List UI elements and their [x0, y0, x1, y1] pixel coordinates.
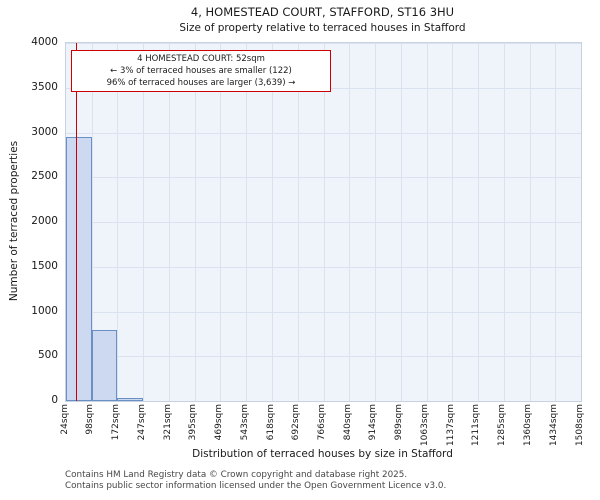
v-gridline	[452, 43, 454, 401]
y-tick-label: 1500	[31, 259, 58, 272]
y-tick-label: 3000	[31, 125, 58, 138]
v-gridline	[194, 43, 196, 401]
x-tick-label: 1508sqm	[574, 404, 585, 447]
v-gridline	[246, 43, 248, 401]
x-tick-label: 1285sqm	[497, 404, 508, 447]
y-tick-label: 4000	[31, 36, 58, 48]
y-tick-label: 0	[51, 394, 58, 406]
v-gridline	[169, 43, 171, 401]
v-gridline	[477, 43, 479, 401]
v-gridline	[117, 43, 119, 401]
x-tick-label: 1063sqm	[420, 404, 431, 447]
histogram-bar	[66, 136, 92, 401]
annotation-smaller-stat: ← 3% of terraced houses are smaller (122…	[110, 66, 292, 76]
v-gridline	[529, 43, 531, 401]
v-gridline	[220, 43, 222, 401]
v-gridline	[555, 43, 557, 401]
annotation-larger-stat: 96% of terraced houses are larger (3,639…	[106, 78, 296, 88]
v-gridline	[272, 43, 274, 401]
y-tick-label: 500	[37, 349, 58, 362]
v-gridline	[503, 43, 505, 401]
annotation-box: 4 HOMESTEAD COURT: 52sqm ← 3% of terrace…	[71, 50, 331, 92]
x-tick-label: 1434sqm	[548, 404, 559, 447]
x-axis-label: Distribution of terraced houses by size …	[192, 448, 453, 460]
x-tick-label: 469sqm	[213, 404, 224, 441]
property-size-marker-line	[75, 43, 78, 401]
x-tick-label: 395sqm	[188, 404, 199, 441]
x-tick-label: 989sqm	[394, 404, 405, 441]
x-tick-label: 24sqm	[59, 404, 70, 435]
attribution-footer: Contains HM Land Registry data © Crown c…	[65, 470, 446, 491]
v-gridline	[91, 43, 93, 401]
x-tick-label: 692sqm	[291, 404, 302, 441]
x-tick-label: 618sqm	[265, 404, 276, 441]
v-gridline	[143, 43, 145, 401]
v-gridline	[400, 43, 402, 401]
histogram-bar	[91, 330, 118, 401]
footer-line-1: Contains HM Land Registry data © Crown c…	[65, 470, 408, 480]
y-tick-label: 1000	[31, 304, 58, 317]
x-tick-label: 247sqm	[136, 404, 147, 441]
y-axis-ticks: 0 500 1000 1500 2000 2500 3000 3500 4000	[0, 36, 58, 406]
x-tick-label: 543sqm	[239, 404, 250, 441]
x-tick-label: 98sqm	[85, 404, 96, 435]
x-tick-label: 1360sqm	[523, 404, 534, 447]
plot-area: 4 HOMESTEAD COURT: 52sqm ← 3% of terrace…	[65, 42, 582, 402]
chart-title: 4, HOMESTEAD COURT, STAFFORD, ST16 3HU	[190, 5, 455, 19]
v-gridline	[374, 43, 376, 401]
x-tick-label: 172sqm	[110, 404, 121, 441]
chart-subtitle: Size of property relative to terraced ho…	[179, 22, 466, 34]
x-axis-ticks: 24sqm 98sqm 172sqm 247sqm 321sqm 395sqm 469sqm…	[60, 404, 585, 450]
v-gridline	[349, 43, 351, 401]
annotation-property-size: 4 HOMESTEAD COURT: 52sqm	[137, 54, 265, 64]
y-tick-label: 3500	[31, 80, 58, 93]
x-tick-label: 840sqm	[342, 404, 353, 441]
x-tick-label: 1211sqm	[471, 404, 482, 447]
footer-line-2: Contains public sector information licen…	[65, 480, 447, 491]
y-tick-label: 2500	[31, 170, 58, 183]
v-gridline	[297, 43, 299, 401]
x-tick-label: 321sqm	[162, 404, 173, 441]
histogram-bar	[117, 398, 144, 401]
x-tick-label: 1137sqm	[445, 404, 456, 447]
v-gridline	[323, 43, 325, 401]
y-tick-label: 2000	[31, 215, 58, 227]
x-tick-label: 766sqm	[317, 404, 327, 441]
x-tick-label: 914sqm	[368, 404, 379, 441]
v-gridline	[426, 43, 428, 401]
